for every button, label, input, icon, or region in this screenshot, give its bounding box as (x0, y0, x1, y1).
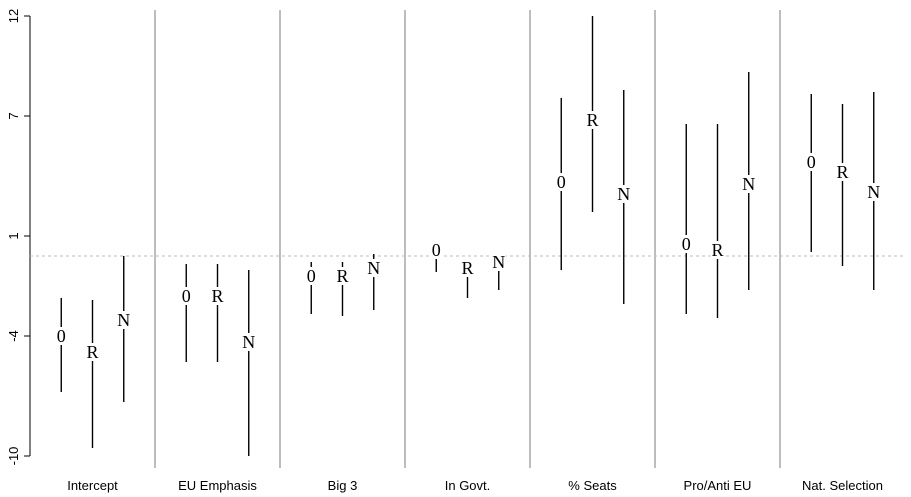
point-marker-bg (429, 241, 444, 259)
point-marker-bg (241, 333, 256, 351)
category-label: % Seats (568, 478, 617, 493)
category-separators (154, 10, 781, 468)
point-marker: N (117, 310, 130, 330)
point-marker: R (336, 266, 348, 286)
point-marker: 0 (682, 234, 691, 254)
category-label: Pro/Anti EU (684, 478, 752, 493)
point-marker: N (617, 184, 630, 204)
point-marker: R (711, 240, 723, 260)
point-marker-bg (179, 287, 194, 305)
point-marker-bg (304, 267, 319, 285)
point-marker-bg (366, 259, 381, 277)
point-marker: R (836, 162, 848, 182)
y-tick-label: 12 (6, 9, 21, 23)
point-marker: R (586, 110, 598, 130)
point-marker: R (461, 258, 473, 278)
point-marker: 0 (807, 152, 816, 172)
point-marker: R (86, 342, 98, 362)
point-marker-bg (554, 173, 569, 191)
point-marker-bg (460, 259, 475, 277)
category-label: Intercept (67, 478, 118, 493)
point-marker: 0 (182, 286, 191, 306)
point-marker-bg (804, 153, 819, 171)
category-label: EU Emphasis (178, 478, 257, 493)
category-label: Big 3 (328, 478, 358, 493)
point-marker-bg (335, 267, 350, 285)
category-label: In Govt. (445, 478, 491, 493)
interval-bars (60, 16, 875, 456)
point-marker: N (742, 174, 755, 194)
y-tick-label: -10 (6, 447, 21, 466)
point-marker: N (492, 252, 505, 272)
point-marker-bg (679, 235, 694, 253)
point-marker-bg (616, 185, 631, 203)
point-marker: 0 (557, 172, 566, 192)
y-tick-label: 7 (6, 112, 21, 119)
point-marker: N (367, 258, 380, 278)
point-marker-bg (585, 111, 600, 129)
point-marker-bg (116, 311, 131, 329)
point-marker-bg (710, 241, 725, 259)
point-marker-bg (54, 327, 69, 345)
point-marker-bg (835, 163, 850, 181)
point-marker-bg (866, 183, 881, 201)
point-marker: R (211, 286, 223, 306)
category-labels: Intercept EU Emphasis Big 3 In Govt. % Seats… (67, 478, 883, 493)
point-marker: 0 (307, 266, 316, 286)
point-marker-bg (741, 175, 756, 193)
point-marker: 0 (432, 240, 441, 260)
point-marker: N (867, 182, 880, 202)
point-marker: 0 (57, 326, 66, 346)
point-marker-bg (85, 343, 100, 361)
category-label: Nat. Selection (802, 478, 883, 493)
y-tick-label: -4 (6, 330, 21, 342)
y-tick-label: 1 (6, 232, 21, 239)
point-marker: N (242, 332, 255, 352)
point-marker-bg (491, 253, 506, 271)
y-axis: 12 7 1 -4 -10 (6, 9, 31, 466)
point-marker-bg (210, 287, 225, 305)
